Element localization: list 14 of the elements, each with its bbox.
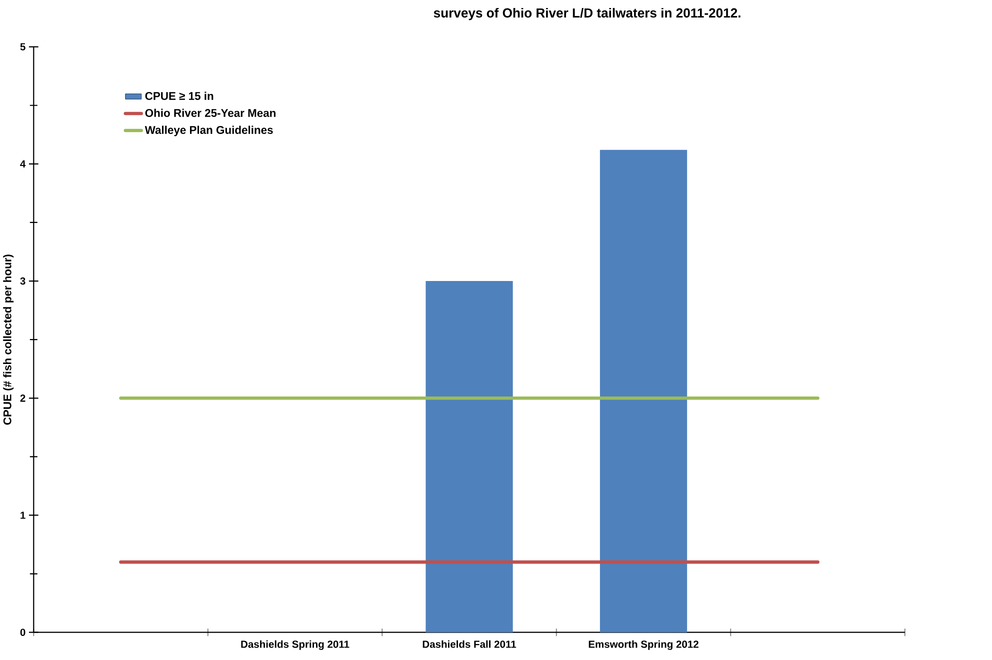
legend-label: Ohio River 25-Year Mean xyxy=(145,108,276,117)
y-tick-label: 4 xyxy=(20,160,26,168)
x-tick-label: Emsworth Spring 2012 xyxy=(588,640,698,650)
y-tick-label: 2 xyxy=(20,394,26,402)
legend-label: CPUE ≥ 15 in xyxy=(145,92,214,100)
y-tick-label: 3 xyxy=(20,277,26,284)
legend-label: Walleye Plan Guidelines xyxy=(144,126,273,136)
y-axis-title: CPUE (# fish collected per hour) xyxy=(3,254,14,424)
y-tick-label: 5 xyxy=(20,43,26,50)
y-tick-label: 0 xyxy=(20,628,26,636)
chart-title: surveys of Ohio River L/D tailwaters in 2011-2012. xyxy=(434,8,740,20)
x-tick-label: Dashields Spring 2011 xyxy=(241,640,350,650)
y-tick-label: 1 xyxy=(20,511,26,519)
x-tick-label: Dashields Fall 2011 xyxy=(422,640,516,648)
